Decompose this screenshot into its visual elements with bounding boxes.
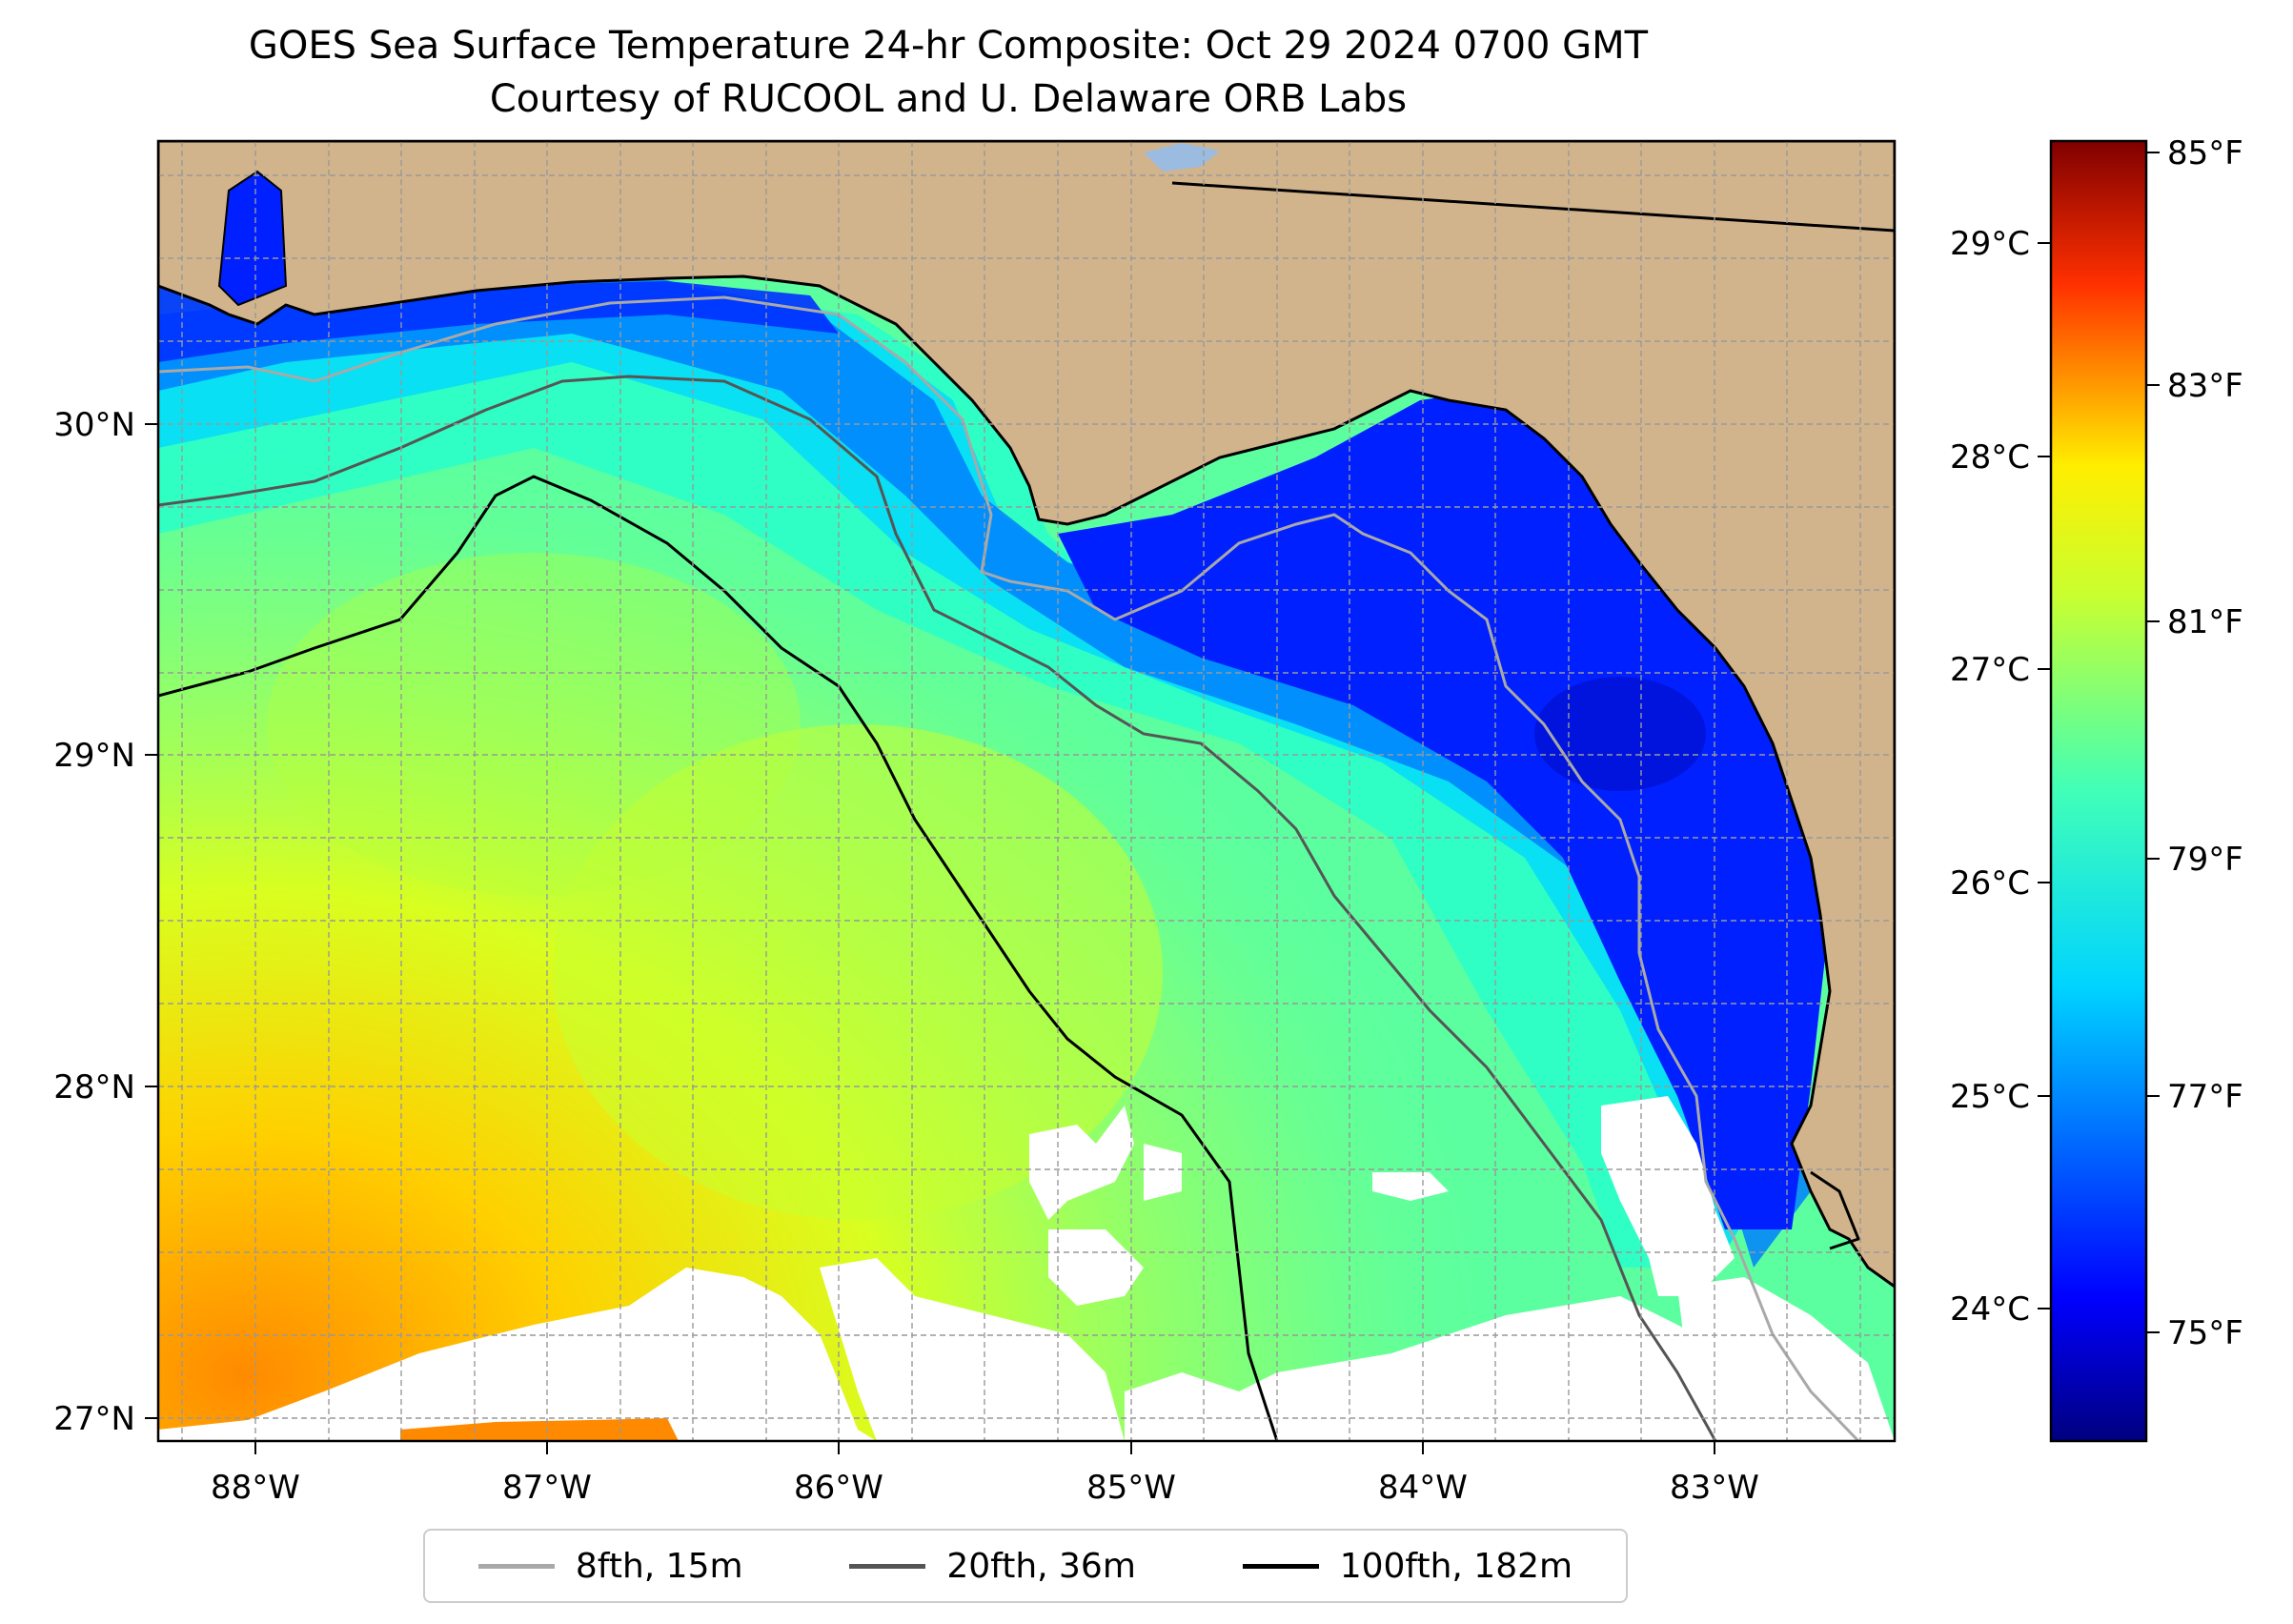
- map-ticks: [145, 423, 1715, 1454]
- fahrenheit-tick-label: 77°F: [2167, 1078, 2243, 1116]
- lon-tick-label: 87°W: [502, 1469, 592, 1507]
- lat-tick-label: 29°N: [53, 737, 135, 775]
- celsius-tick-label: 25°C: [1950, 1078, 2030, 1116]
- map-title: GOES Sea Surface Temperature 24-hr Compo…: [248, 24, 1649, 68]
- lon-tick-label: 83°W: [1670, 1469, 1759, 1507]
- legend-label: 20fth, 36m: [946, 1546, 1136, 1586]
- lat-tick-label: 27°N: [53, 1400, 135, 1438]
- celsius-tick-label: 24°C: [1950, 1290, 2030, 1329]
- lon-tick-label: 84°W: [1378, 1469, 1468, 1507]
- isobath-8fth: [158, 295, 1860, 1441]
- fahrenheit-tick-label: 81°F: [2167, 603, 2243, 641]
- legend-item-8fth: 8fth, 15m: [477, 1546, 743, 1586]
- map-frame: [156, 139, 1897, 1443]
- lon-tick-label: 85°W: [1086, 1469, 1176, 1507]
- fahrenheit-tick-label: 79°F: [2167, 841, 2243, 879]
- legend-label: 100fth, 182m: [1339, 1546, 1573, 1586]
- sst-field: [158, 141, 1895, 1441]
- lat-tick-label: 28°N: [53, 1068, 135, 1106]
- land: [158, 141, 1895, 1289]
- isobath-100fth: [158, 475, 1279, 1441]
- colorbar-c-ticks: [2038, 242, 2051, 1309]
- lat-tick-label: 30°N: [53, 406, 135, 444]
- no-data-regions: [158, 1096, 1895, 1441]
- legend-item-20fth: 20fth, 36m: [849, 1547, 1136, 1586]
- fahrenheit-tick-label: 83°F: [2167, 367, 2243, 405]
- colorbar-f-ticks: [2146, 152, 2160, 1333]
- celsius-tick-label: 27°C: [1950, 651, 2030, 689]
- legend-item-100fth: 100fth, 182m: [1242, 1546, 1573, 1586]
- legend-label: 8fth, 15m: [575, 1546, 743, 1586]
- legend-line-swatch: [477, 1563, 555, 1569]
- isobaths: [158, 295, 1860, 1441]
- celsius-tick-label: 26°C: [1950, 864, 2030, 903]
- map-subtitle: Courtesy of RUCOOL and U. Delaware ORB L…: [489, 77, 1408, 121]
- colorbar: [2049, 139, 2148, 1443]
- legend-line-swatch: [849, 1563, 926, 1569]
- fahrenheit-tick-label: 75°F: [2167, 1314, 2243, 1352]
- celsius-tick-label: 28°C: [1950, 438, 2030, 477]
- lon-tick-label: 88°W: [211, 1469, 300, 1507]
- graticule: [158, 141, 1895, 1441]
- isobath-20fth: [158, 375, 1717, 1441]
- celsius-tick-label: 29°C: [1950, 225, 2030, 263]
- lon-tick-label: 86°W: [794, 1469, 883, 1507]
- fahrenheit-tick-label: 85°F: [2167, 134, 2243, 173]
- isobath-legend: 8fth, 15m 20fth, 36m 100fth, 182m: [423, 1529, 1628, 1603]
- legend-line-swatch: [1242, 1563, 1319, 1569]
